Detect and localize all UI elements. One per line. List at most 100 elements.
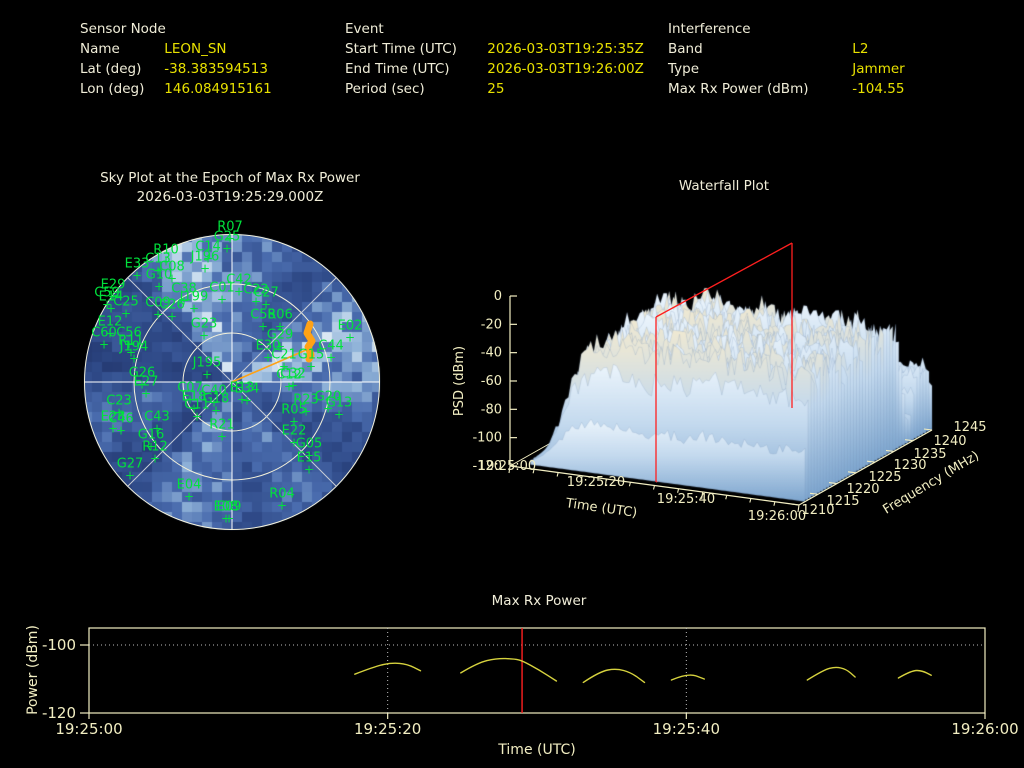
power-xtick-label: 19:25:40 xyxy=(653,720,720,738)
freq-axis xyxy=(798,429,933,506)
freq-tick xyxy=(828,482,838,485)
time-tick xyxy=(677,488,680,493)
field-label: Lat (deg) xyxy=(80,61,142,77)
max-rx-power-curve xyxy=(670,674,705,681)
waterfall-surface-canvas xyxy=(460,220,980,540)
max-rx-power-curve xyxy=(582,668,646,684)
skyplot-title: Sky Plot at the Epoch of Max Rx Power 20… xyxy=(0,169,460,207)
time-tick xyxy=(652,485,656,490)
field-row: Start Time (UTC) 2026-03-03T19:25:35Z xyxy=(345,39,644,59)
field-value: -38.383594513 xyxy=(164,61,268,77)
field-value: 146.084915161 xyxy=(164,81,272,97)
freq-tick-label: 1230 xyxy=(893,458,926,473)
max-rx-power-curve xyxy=(460,657,558,682)
time-tick-label: 19:25:00 xyxy=(478,459,536,474)
freq-tick xyxy=(866,460,876,463)
field-row: End Time (UTC) 2026-03-03T19:26:00Z xyxy=(345,59,644,79)
field-label: Max Rx Power (dBm) xyxy=(668,81,809,97)
sensor-node-section: Sensor Node Name LEON_SN Lat (deg) -38.3… xyxy=(80,19,272,99)
time-tick xyxy=(532,469,535,474)
skyplot-title-line1: Sky Plot at the Epoch of Max Rx Power xyxy=(100,170,360,186)
field-value: LEON_SN xyxy=(164,41,227,57)
power-xaxis-label: Time (UTC) xyxy=(497,742,575,758)
freq-tick xyxy=(885,449,895,452)
freq-tick-label: 1215 xyxy=(826,494,859,509)
field-value: 2026-03-03T19:26:00Z xyxy=(487,61,644,77)
elevation-ring-0 xyxy=(84,234,380,530)
freq-tick xyxy=(923,428,933,431)
field-label: Name xyxy=(80,41,120,57)
power-ytick-label: -120 xyxy=(42,704,76,722)
waterfall-title: Waterfall Plot xyxy=(678,178,770,194)
freq-tick xyxy=(904,439,914,442)
psd-tick-label: -20 xyxy=(481,317,502,332)
time-tick xyxy=(556,472,559,477)
freq-tick xyxy=(847,471,857,474)
interference-section: Interference Band L2 Type Jammer Max Rx … xyxy=(668,19,905,99)
power-yaxis-label: Power (dBm) xyxy=(25,625,41,715)
time-tick-label: 19:26:00 xyxy=(748,509,806,524)
max-rx-power-curve xyxy=(806,666,856,681)
psd-axis-label: PSD (dBm) xyxy=(452,346,467,416)
field-label: Period (sec) xyxy=(345,81,425,97)
jammer-track-blob xyxy=(303,320,316,363)
section-title: Event xyxy=(345,21,384,37)
field-row: Period (sec) 25 xyxy=(345,79,644,99)
freq-tick xyxy=(790,503,800,506)
time-tick xyxy=(797,504,800,513)
field-value: L2 xyxy=(852,41,869,57)
time-tick xyxy=(773,501,776,506)
field-value: -104.55 xyxy=(852,81,905,97)
field-row: Max Rx Power (dBm) -104.55 xyxy=(668,79,905,99)
field-row: Band L2 xyxy=(668,39,905,59)
section-title: Interference xyxy=(668,21,751,37)
field-label: Start Time (UTC) xyxy=(345,41,457,57)
time-axis-label: Time (UTC) xyxy=(564,496,638,521)
psd-tick-label: -120 xyxy=(472,459,502,474)
skyplot-title-line2: 2026-03-03T19:25:29.000Z xyxy=(136,189,324,205)
power-xtick-label: 19:25:00 xyxy=(55,720,122,738)
epoch-slice-top xyxy=(655,242,793,318)
freq-tick-label: 1210 xyxy=(801,503,834,518)
time-tick-label: 19:25:20 xyxy=(567,475,625,490)
event-section: Event Start Time (UTC) 2026-03-03T19:25:… xyxy=(345,19,644,99)
time-tick xyxy=(701,491,704,500)
psd-tick-label: -100 xyxy=(472,431,502,446)
time-tick xyxy=(508,465,511,474)
freq-tick-label: 1240 xyxy=(933,434,966,449)
field-label: Lon (deg) xyxy=(80,81,145,97)
power-ytick-label: -100 xyxy=(42,636,76,654)
freq-tick-label: 1235 xyxy=(913,447,946,462)
field-label: End Time (UTC) xyxy=(345,61,450,77)
field-label: Type xyxy=(668,61,700,77)
field-row: Name LEON_SN xyxy=(80,39,272,59)
max-rx-power-curve xyxy=(354,662,422,675)
power-xtick-label: 19:25:20 xyxy=(354,720,421,738)
freq-tick-label: 1225 xyxy=(868,470,901,485)
freq-tick xyxy=(809,492,819,495)
time-tick xyxy=(628,482,631,487)
psd-tick-label: -60 xyxy=(481,374,502,389)
time-tick-label: 19:25:40 xyxy=(657,492,715,507)
section-title: Sensor Node xyxy=(80,21,166,37)
psd-tick-label: -40 xyxy=(481,346,502,361)
psd-tick-label: 0 xyxy=(494,289,502,304)
field-row: Lon (deg) 146.084915161 xyxy=(80,79,272,99)
freq-tick-label: 1245 xyxy=(953,420,986,435)
power-plot-title: Max Rx Power xyxy=(491,593,587,609)
field-row: Lat (deg) -38.383594513 xyxy=(80,59,272,79)
field-value: 2026-03-03T19:25:35Z xyxy=(487,41,644,57)
field-label: Band xyxy=(668,41,703,57)
time-tick xyxy=(580,475,583,480)
time-tick xyxy=(725,495,728,500)
field-row: Type Jammer xyxy=(668,59,905,79)
power-xtick-label: 19:26:00 xyxy=(951,720,1018,738)
time-tick xyxy=(749,498,752,503)
psd-tick-label: -80 xyxy=(481,402,502,417)
time-tick xyxy=(604,478,607,487)
jammer-track-line xyxy=(231,349,307,383)
field-value: Jammer xyxy=(852,61,905,77)
field-value: 25 xyxy=(487,81,505,97)
